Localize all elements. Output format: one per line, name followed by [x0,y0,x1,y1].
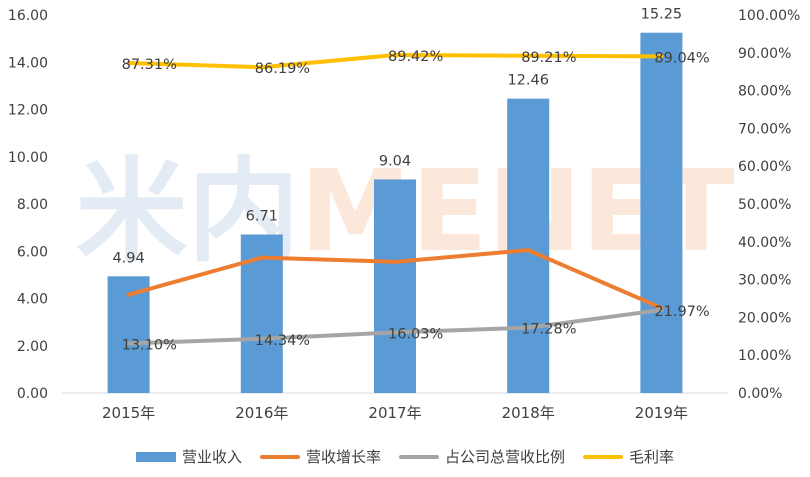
line-point [393,259,397,264]
legend-swatch [399,454,439,459]
bar-2018年 [507,98,550,393]
y-left-tick-label: 12.00 [8,103,48,119]
y-right-tick-label: 70.00% [738,121,791,137]
line-point [526,248,531,253]
line-data-label: 21.97% [654,304,709,320]
y-left-tick-label: 2.00 [17,339,48,355]
line-point [259,255,264,260]
line-data-label: 16.03% [388,326,443,342]
line-data-label: 89.21% [521,50,576,66]
line-point [259,336,264,341]
legend-swatch [583,454,624,459]
line-point [526,325,531,330]
line-point [659,307,664,312]
y-left-tick-label: 14.00 [8,55,48,71]
line-data-label: 89.42% [388,49,443,65]
line-data-label: 87.31% [122,57,177,73]
bar-data-label: 6.71 [246,208,278,224]
line-data-label: 89.04% [654,50,709,66]
bar-data-label: 9.04 [379,153,411,169]
bar-data-label: 15.25 [641,7,683,23]
legend-label: 营收增长率 [305,448,381,466]
y-right-tick-label: 20.00% [738,310,791,326]
y-right-tick-label: 50.00% [738,197,791,213]
line-point [126,60,131,65]
legend-label: 毛利率 [629,448,675,466]
legend: 营业收入 营收增长率 占公司总营收比例 毛利率 [0,446,810,467]
line-data-label: 14.34% [255,333,310,349]
line-data-label: 17.28% [521,322,576,338]
legend-label: 营业收入 [181,448,242,466]
line-point [126,292,131,297]
y-right-tick-label: 60.00% [738,159,791,175]
y-left-tick-label: 6.00 [17,244,48,260]
chart-svg: 米内MENET0.002.004.006.008.0010.0012.0014.… [8,7,800,422]
bar-2017年 [374,179,416,393]
bar-data-label: 12.46 [507,73,549,89]
y-left-tick-label: 16.00 [8,8,48,24]
y-left-tick-label: 0.00 [17,386,48,402]
y-right-tick-label: 30.00% [738,273,791,289]
x-tick-label: 2018年 [502,404,555,422]
legend-item: 占公司总营收比例 [399,446,565,467]
line-data-label: 86.19% [255,61,310,77]
line-point [393,330,397,335]
x-tick-label: 2017年 [368,404,421,422]
legend-swatch [135,451,176,462]
line-point [126,341,131,346]
line-point [659,54,664,59]
y-left-tick-label: 8.00 [17,197,48,213]
line-point [393,52,397,57]
x-tick-label: 2019年 [635,404,688,422]
legend-item: 营收增长率 [259,446,381,467]
line-point [526,53,531,58]
legend-label: 占公司总营收比例 [445,448,566,466]
bar-data-label: 4.94 [112,250,144,266]
line-data-label: 13.10% [122,337,177,353]
legend-item: 营业收入 [135,446,242,467]
y-right-tick-label: 10.00% [738,348,791,364]
x-tick-label: 2016年 [235,404,288,422]
line-point [259,65,264,70]
y-right-tick-label: 100.00% [738,8,800,24]
y-right-tick-label: 0.00% [738,386,782,402]
y-left-tick-label: 10.00 [8,150,48,166]
bar-2019年 [640,32,683,393]
legend-swatch [259,454,300,459]
x-tick-label: 2015年 [102,404,155,422]
y-right-tick-label: 90.00% [738,46,791,62]
y-right-tick-label: 80.00% [738,84,791,100]
y-right-tick-label: 40.00% [738,235,791,251]
y-left-tick-label: 4.00 [17,292,48,308]
legend-item: 毛利率 [583,446,674,467]
